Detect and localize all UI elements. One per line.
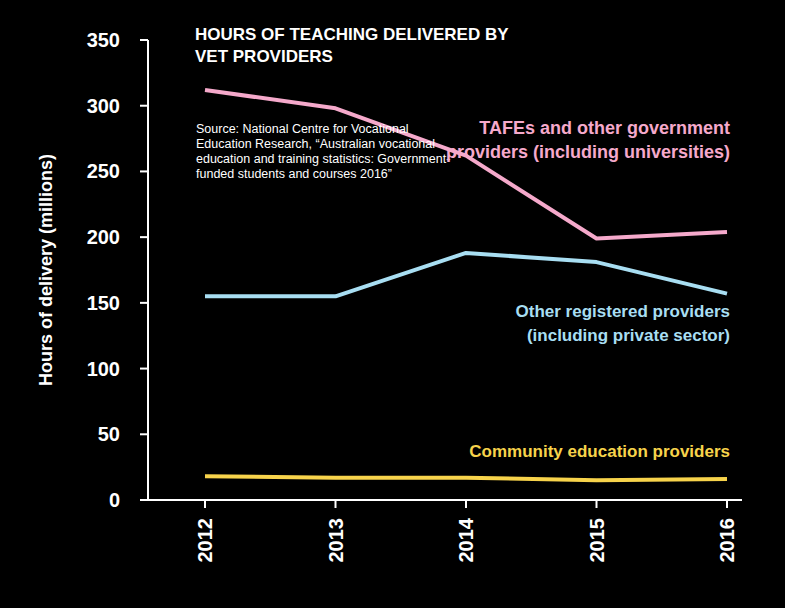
y-tick: [140, 170, 148, 172]
y-axis: [147, 40, 149, 500]
y-tick: [140, 368, 148, 370]
y-tick: [140, 236, 148, 238]
chart-root: 0 50 100 150 200 250 300 350 2012 2013 2014 2015 201…: [0, 0, 785, 608]
y-tick-label: 100: [87, 358, 120, 380]
x-tick: [726, 500, 728, 508]
title: HOURS OF TEACHING DELIVERED BY VET PROVI…: [195, 24, 513, 68]
y-tick-label: 300: [87, 95, 120, 117]
x-axis: [148, 499, 742, 501]
y-tick-label: 250: [87, 160, 120, 182]
y-tick-label: 150: [87, 292, 120, 314]
y-tick-label: 350: [87, 29, 120, 51]
series-line: [205, 253, 727, 296]
y-axis-label: Hours of delivery (millions): [36, 154, 56, 386]
y-tick: [140, 39, 148, 41]
y-tick-label: 0: [109, 489, 120, 511]
x-tick: [204, 500, 206, 508]
y-tick-label: 200: [87, 226, 120, 248]
series-label: Community education providers: [400, 440, 730, 464]
y-tick: [140, 433, 148, 435]
source-note: Source: National Centre for Vocational E…: [196, 122, 454, 182]
y-tick: [140, 302, 148, 304]
x-tick-label: 2016: [716, 518, 738, 563]
series-line: [205, 476, 727, 480]
x-tick-label: 2015: [586, 518, 608, 563]
x-tick: [335, 500, 337, 508]
x-tick-label: 2014: [455, 517, 477, 562]
series-label: TAFEs and other government providers (in…: [445, 116, 730, 164]
x-tick: [465, 500, 467, 508]
y-tick: [140, 499, 148, 501]
x-tick-label: 2013: [325, 518, 347, 563]
y-tick-label: 50: [98, 423, 120, 445]
x-tick: [596, 500, 598, 508]
y-tick: [140, 105, 148, 107]
x-tick-label: 2012: [194, 518, 216, 563]
series-label: Other registered providers (including pr…: [455, 300, 730, 348]
